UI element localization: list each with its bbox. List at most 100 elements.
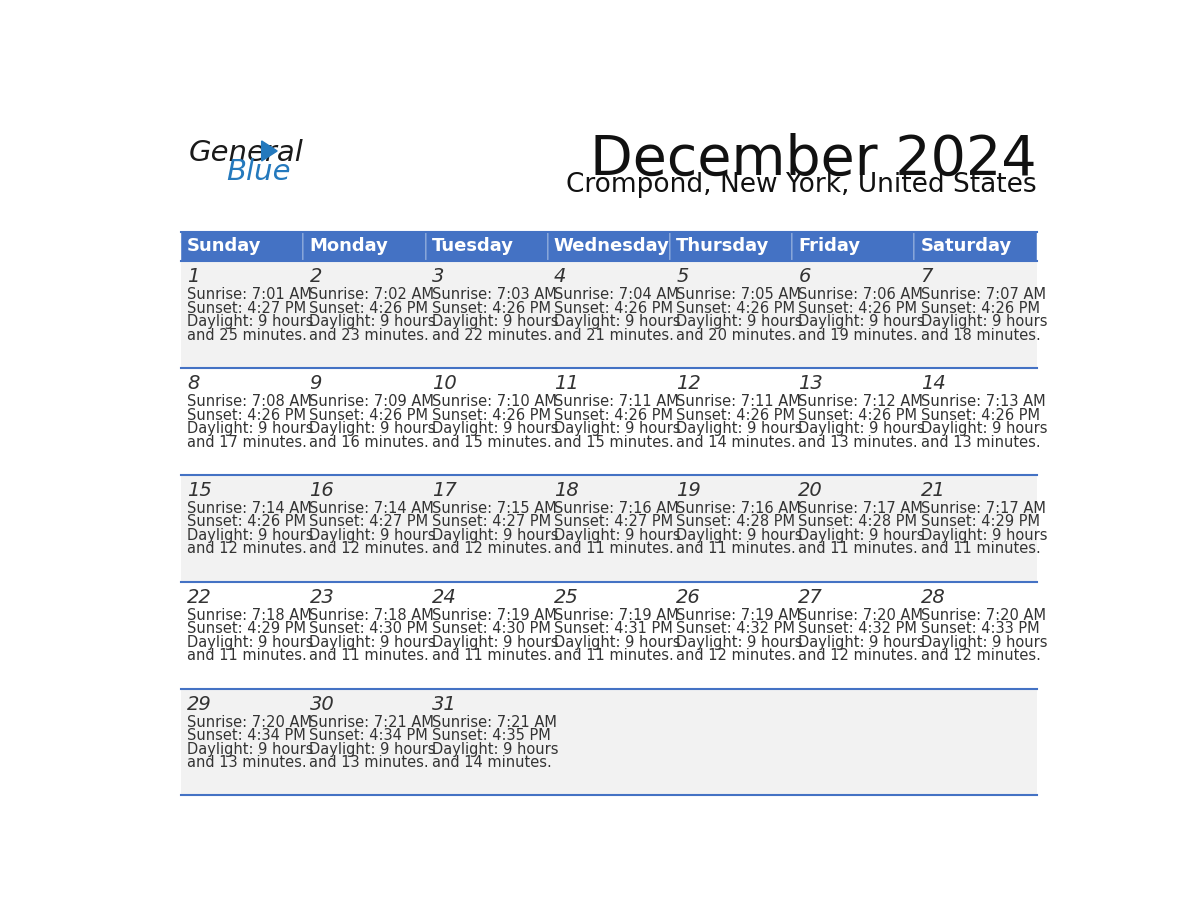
Text: Sunrise: 7:16 AM: Sunrise: 7:16 AM [554,501,678,516]
Text: 10: 10 [431,375,456,393]
Text: 4: 4 [554,267,567,286]
Text: 20: 20 [798,481,823,500]
Text: Sunrise: 7:20 AM: Sunrise: 7:20 AM [921,608,1045,623]
Text: Sunset: 4:26 PM: Sunset: 4:26 PM [798,301,917,316]
Text: 25: 25 [554,588,579,607]
Text: 12: 12 [676,375,701,393]
Text: Sunrise: 7:21 AM: Sunrise: 7:21 AM [310,715,435,730]
Text: Daylight: 9 hours: Daylight: 9 hours [188,635,314,650]
Text: Monday: Monday [310,238,388,255]
Text: Sunrise: 7:20 AM: Sunrise: 7:20 AM [188,715,312,730]
Text: Sunset: 4:29 PM: Sunset: 4:29 PM [921,514,1040,530]
Text: 22: 22 [188,588,211,607]
Text: 16: 16 [310,481,334,500]
Text: Sunrise: 7:19 AM: Sunrise: 7:19 AM [431,608,556,623]
Text: Daylight: 9 hours: Daylight: 9 hours [310,314,436,330]
Text: Daylight: 9 hours: Daylight: 9 hours [431,635,558,650]
Text: Daylight: 9 hours: Daylight: 9 hours [798,421,925,436]
Text: Crompond, New York, United States: Crompond, New York, United States [565,172,1037,197]
Text: and 12 minutes.: and 12 minutes. [310,542,429,556]
Text: and 11 minutes.: and 11 minutes. [554,648,674,664]
Text: Sunrise: 7:16 AM: Sunrise: 7:16 AM [676,501,801,516]
Text: 9: 9 [310,375,322,393]
Text: Sunday: Sunday [188,238,261,255]
Text: and 25 minutes.: and 25 minutes. [188,328,308,342]
Text: 24: 24 [431,588,456,607]
Text: Sunrise: 7:21 AM: Sunrise: 7:21 AM [431,715,557,730]
Text: and 13 minutes.: and 13 minutes. [310,756,429,770]
Text: Sunset: 4:32 PM: Sunset: 4:32 PM [798,621,917,636]
Text: Sunset: 4:27 PM: Sunset: 4:27 PM [554,514,674,530]
Text: Sunset: 4:33 PM: Sunset: 4:33 PM [921,621,1040,636]
Text: Sunrise: 7:20 AM: Sunrise: 7:20 AM [798,608,923,623]
Text: Daylight: 9 hours: Daylight: 9 hours [921,528,1047,543]
Bar [181,368,1037,475]
Text: Sunset: 4:26 PM: Sunset: 4:26 PM [798,408,917,422]
Text: Daylight: 9 hours: Daylight: 9 hours [921,421,1047,436]
Text: 27: 27 [798,588,823,607]
Bar [792,232,915,261]
Text: 1: 1 [188,267,200,286]
Text: Daylight: 9 hours: Daylight: 9 hours [310,528,436,543]
Text: and 12 minutes.: and 12 minutes. [676,648,796,664]
Text: Daylight: 9 hours: Daylight: 9 hours [554,314,681,330]
Text: Tuesday: Tuesday [431,238,513,255]
Text: 8: 8 [188,375,200,393]
Text: and 11 minutes.: and 11 minutes. [676,542,796,556]
Text: and 16 minutes.: and 16 minutes. [310,434,429,450]
Text: Sunrise: 7:05 AM: Sunrise: 7:05 AM [676,287,801,302]
Text: Sunset: 4:31 PM: Sunset: 4:31 PM [554,621,672,636]
Text: Sunrise: 7:13 AM: Sunrise: 7:13 AM [921,394,1045,409]
Text: and 17 minutes.: and 17 minutes. [188,434,308,450]
Text: Daylight: 9 hours: Daylight: 9 hours [554,528,681,543]
Text: Sunset: 4:28 PM: Sunset: 4:28 PM [798,514,917,530]
Text: and 12 minutes.: and 12 minutes. [798,648,918,664]
Text: Sunset: 4:26 PM: Sunset: 4:26 PM [676,301,795,316]
Text: Sunset: 4:26 PM: Sunset: 4:26 PM [310,301,429,316]
Text: Sunset: 4:26 PM: Sunset: 4:26 PM [921,301,1040,316]
Text: 26: 26 [676,588,701,607]
Text: Sunset: 4:30 PM: Sunset: 4:30 PM [310,621,429,636]
Text: Sunset: 4:26 PM: Sunset: 4:26 PM [188,514,307,530]
Text: Daylight: 9 hours: Daylight: 9 hours [798,528,925,543]
Text: Sunset: 4:26 PM: Sunset: 4:26 PM [676,408,795,422]
Text: 17: 17 [431,481,456,500]
Text: Sunrise: 7:17 AM: Sunrise: 7:17 AM [921,501,1045,516]
Text: Daylight: 9 hours: Daylight: 9 hours [676,528,803,543]
Text: Daylight: 9 hours: Daylight: 9 hours [921,314,1047,330]
Text: and 14 minutes.: and 14 minutes. [676,434,796,450]
Text: Sunset: 4:35 PM: Sunset: 4:35 PM [431,728,550,744]
Text: and 22 minutes.: and 22 minutes. [431,328,551,342]
Text: 6: 6 [798,267,810,286]
Text: 13: 13 [798,375,823,393]
Text: Sunrise: 7:09 AM: Sunrise: 7:09 AM [310,394,435,409]
Text: and 12 minutes.: and 12 minutes. [188,542,308,556]
Text: and 11 minutes.: and 11 minutes. [798,542,918,556]
Text: 30: 30 [310,695,334,713]
Text: Daylight: 9 hours: Daylight: 9 hours [431,421,558,436]
Text: Sunrise: 7:14 AM: Sunrise: 7:14 AM [188,501,312,516]
Text: 14: 14 [921,375,946,393]
Text: and 15 minutes.: and 15 minutes. [431,434,551,450]
Text: 7: 7 [921,267,933,286]
Text: Sunset: 4:34 PM: Sunset: 4:34 PM [310,728,428,744]
Text: Sunrise: 7:18 AM: Sunrise: 7:18 AM [188,608,312,623]
Text: Blue: Blue [226,158,291,186]
Text: Sunset: 4:26 PM: Sunset: 4:26 PM [310,408,429,422]
Text: Friday: Friday [798,238,860,255]
Text: 19: 19 [676,481,701,500]
Text: and 15 minutes.: and 15 minutes. [554,434,674,450]
Bar [425,232,548,261]
Text: Daylight: 9 hours: Daylight: 9 hours [188,742,314,756]
Text: Sunrise: 7:10 AM: Sunrise: 7:10 AM [431,394,557,409]
Text: and 13 minutes.: and 13 minutes. [798,434,918,450]
Text: Sunrise: 7:01 AM: Sunrise: 7:01 AM [188,287,312,302]
Text: Daylight: 9 hours: Daylight: 9 hours [431,314,558,330]
Text: Daylight: 9 hours: Daylight: 9 hours [554,421,681,436]
Text: Sunrise: 7:19 AM: Sunrise: 7:19 AM [554,608,678,623]
Text: Sunrise: 7:06 AM: Sunrise: 7:06 AM [798,287,923,302]
Text: and 20 minutes.: and 20 minutes. [676,328,796,342]
Text: Sunset: 4:29 PM: Sunset: 4:29 PM [188,621,307,636]
Text: Sunrise: 7:11 AM: Sunrise: 7:11 AM [554,394,678,409]
Text: Sunset: 4:28 PM: Sunset: 4:28 PM [676,514,795,530]
